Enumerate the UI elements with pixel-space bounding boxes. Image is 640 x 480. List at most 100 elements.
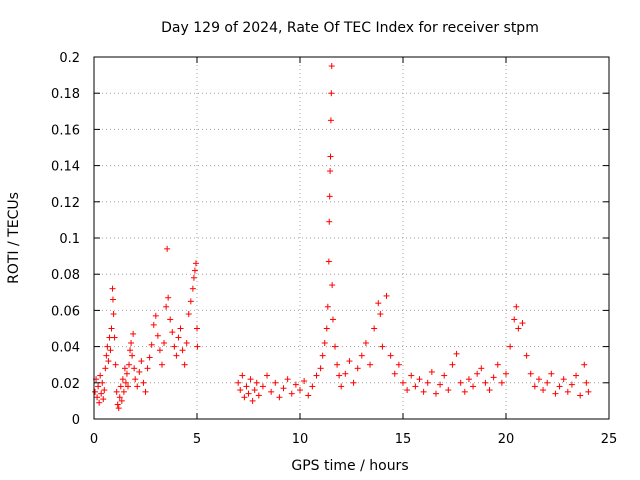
- data-point: [573, 372, 580, 379]
- data-point: [457, 379, 464, 386]
- data-point: [284, 376, 291, 383]
- data-point: [583, 379, 590, 386]
- data-point: [321, 339, 328, 346]
- data-point: [123, 370, 130, 377]
- data-point: [288, 390, 295, 397]
- data-point: [117, 383, 124, 390]
- data-point: [101, 387, 108, 394]
- data-point: [445, 387, 452, 394]
- data-point: [449, 361, 456, 368]
- data-point: [527, 370, 534, 377]
- data-point: [387, 352, 394, 359]
- data-point: [328, 63, 335, 70]
- data-point: [110, 311, 117, 318]
- data-point: [461, 388, 468, 395]
- data-point: [146, 354, 153, 361]
- data-point: [336, 372, 343, 379]
- data-point: [395, 361, 402, 368]
- data-point: [92, 388, 99, 395]
- data-point: [192, 260, 199, 267]
- data-point: [367, 361, 374, 368]
- data-point: [540, 387, 547, 394]
- axis-ticks: [93, 56, 610, 420]
- data-point: [474, 370, 481, 377]
- data-point: [375, 300, 382, 307]
- data-point: [194, 343, 201, 350]
- data-point: [109, 296, 116, 303]
- data-point: [177, 325, 184, 332]
- data-point: [412, 383, 419, 390]
- data-point: [490, 374, 497, 381]
- data-point: [185, 311, 192, 318]
- data-point: [259, 383, 266, 390]
- data-point: [400, 379, 406, 386]
- data-point: [124, 383, 131, 390]
- data-point: [191, 267, 198, 274]
- tick-labels: 0 5 10 15 20 25 0 0.02 0.04 0.06 0.08 0.1 0.12 0.14 0.…: [51, 51, 617, 447]
- data-point: [136, 368, 143, 375]
- data-point: [354, 365, 361, 372]
- data-point: [404, 387, 411, 394]
- y-tick-label: 0.08: [51, 268, 80, 283]
- data-point: [280, 385, 287, 392]
- data-point: [241, 394, 248, 401]
- data-point: [130, 330, 137, 337]
- y-tick-label: 0.18: [51, 87, 80, 102]
- data-point: [276, 394, 283, 401]
- data-point: [187, 298, 194, 305]
- data-point: [324, 303, 331, 310]
- data-point: [138, 358, 145, 365]
- x-tick-label: 0: [90, 432, 98, 447]
- data-point: [268, 388, 275, 395]
- data-point: [144, 365, 151, 372]
- data-point: [552, 390, 559, 397]
- data-point: [581, 361, 588, 368]
- data-point: [377, 311, 384, 318]
- data-point: [129, 352, 136, 359]
- data-point: [420, 388, 427, 395]
- data-point: [329, 282, 336, 289]
- data-point: [122, 379, 129, 386]
- data-point: [175, 334, 182, 341]
- data-point: [171, 343, 178, 350]
- data-point: [424, 379, 431, 386]
- data-point: [577, 392, 584, 399]
- data-point: [161, 339, 168, 346]
- data-point: [255, 392, 262, 399]
- data-point: [116, 394, 123, 401]
- data-point: [342, 370, 349, 377]
- data-point: [181, 361, 188, 368]
- data-point: [503, 370, 509, 377]
- data-point: [327, 117, 334, 124]
- y-tick-label: 0.12: [51, 196, 80, 211]
- data-point: [142, 388, 149, 395]
- y-tick-label: 0.2: [59, 51, 80, 66]
- data-point: [111, 334, 118, 341]
- data-point: [511, 316, 518, 323]
- data-point: [548, 370, 555, 377]
- data-point: [332, 343, 339, 350]
- data-point: [113, 388, 120, 395]
- data-point: [379, 343, 386, 350]
- data-point: [301, 377, 308, 384]
- data-point: [156, 347, 163, 354]
- data-point: [163, 303, 170, 310]
- data-point: [127, 347, 134, 354]
- chart-title: Day 129 of 2024, Rate Of TEC Index for r…: [161, 20, 539, 36]
- data-point: [167, 316, 174, 323]
- data-point: [428, 368, 435, 375]
- data-point: [131, 365, 138, 372]
- data-point: [556, 383, 563, 390]
- data-point: [194, 325, 200, 332]
- grid-lines: [94, 57, 609, 419]
- data-point: [350, 379, 357, 386]
- data-point: [103, 352, 110, 359]
- y-tick-label: 0.1: [59, 232, 80, 247]
- data-point: [498, 379, 505, 386]
- x-tick-label: 25: [601, 432, 618, 447]
- data-point: [358, 352, 365, 359]
- y-tick-label: 0.16: [51, 123, 80, 138]
- data-point: [292, 381, 299, 388]
- data-point: [237, 387, 244, 394]
- data-point: [568, 381, 575, 388]
